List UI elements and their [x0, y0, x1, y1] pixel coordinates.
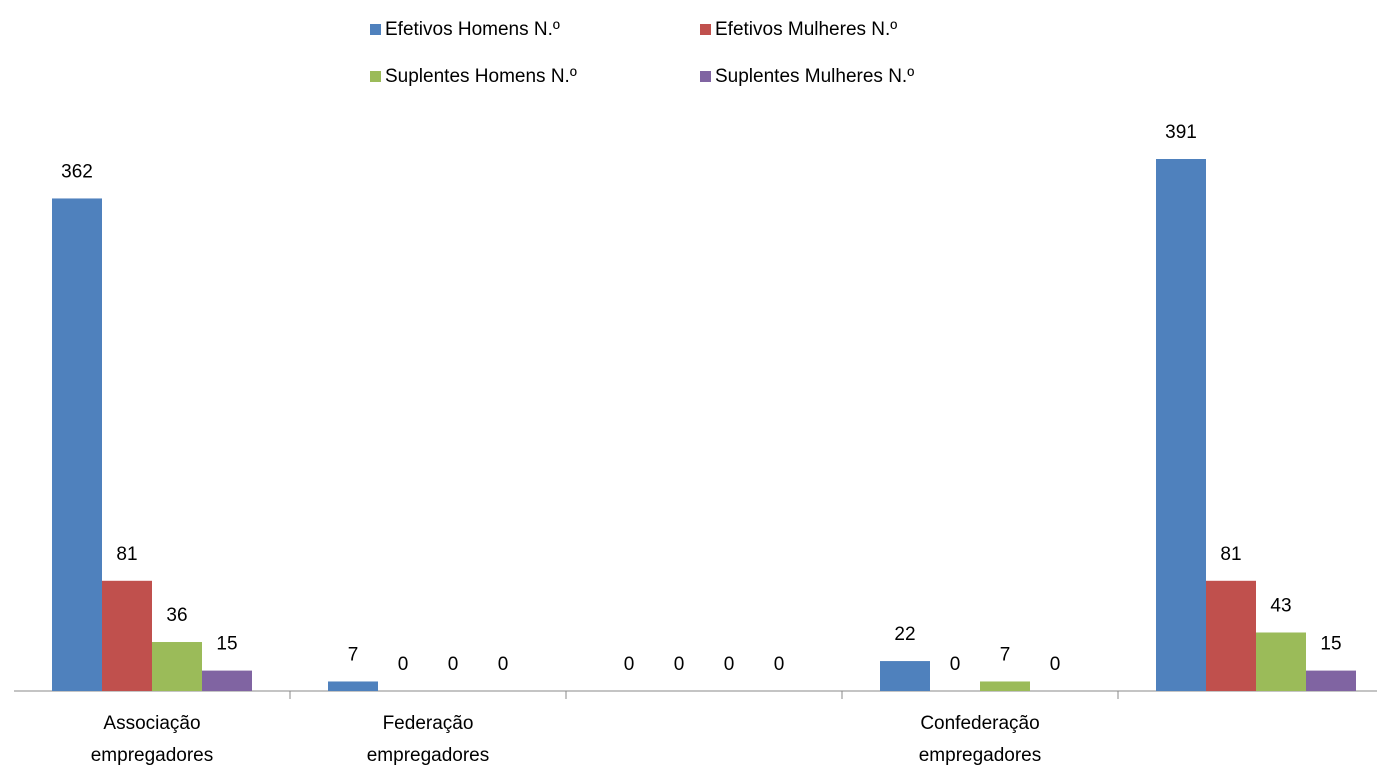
data-label: 0: [398, 654, 409, 675]
bar: [880, 661, 930, 691]
data-label: 15: [1320, 634, 1341, 655]
legend-label: Suplentes Mulheres N.º: [715, 66, 914, 87]
bar: [202, 670, 252, 691]
data-label: 362: [61, 161, 93, 182]
bar: [1206, 580, 1256, 691]
data-label: 15: [216, 634, 237, 655]
x-tick-label: Associação empregadores: [91, 713, 214, 766]
legend-label: Efetivos Homens N.º: [385, 19, 560, 40]
data-label: 36: [166, 605, 187, 626]
x-tick-label: Federação empregadores: [367, 713, 490, 766]
legend-label: Efetivos Mulheres N.º: [715, 19, 897, 40]
bar: [328, 681, 378, 691]
data-label: 7: [1000, 644, 1011, 665]
bar: [980, 681, 1030, 691]
data-label: 7: [348, 644, 359, 665]
data-label: 43: [1270, 596, 1291, 617]
data-label: 0: [950, 654, 961, 675]
data-label: 391: [1165, 122, 1197, 143]
data-label: 0: [1050, 654, 1061, 675]
bar: [152, 642, 202, 691]
data-label: 0: [774, 654, 785, 675]
legend-swatch: [370, 71, 381, 82]
legend-swatch: [700, 71, 711, 82]
data-label: 0: [674, 654, 685, 675]
data-label: 0: [724, 654, 735, 675]
data-label: 22: [894, 624, 915, 645]
data-label: 0: [498, 654, 509, 675]
bar: [1306, 670, 1356, 691]
legend-swatch: [700, 24, 711, 35]
bar: [52, 198, 102, 691]
legend-swatch: [370, 24, 381, 35]
bar: [102, 580, 152, 691]
data-label: 81: [1220, 544, 1241, 565]
bar: [1156, 159, 1206, 691]
data-label: 0: [448, 654, 459, 675]
bar: [1256, 632, 1306, 691]
data-label: 0: [624, 654, 635, 675]
data-label: 81: [116, 544, 137, 565]
legend-label: Suplentes Homens N.º: [385, 66, 577, 87]
x-tick-label: Confederação empregadores: [919, 713, 1042, 766]
